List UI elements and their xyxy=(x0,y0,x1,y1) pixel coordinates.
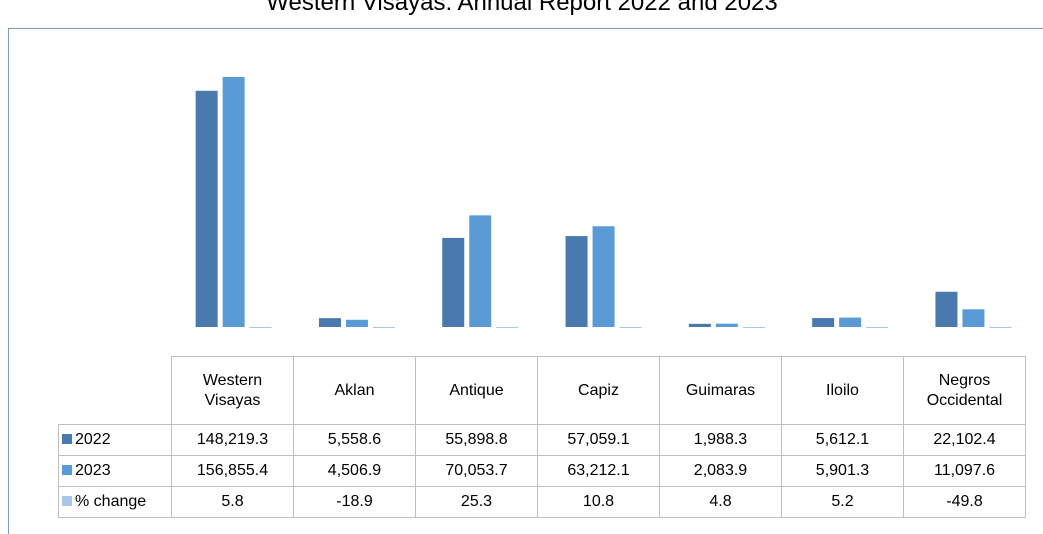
value-cell: 5.2 xyxy=(781,486,904,518)
bar xyxy=(372,327,395,328)
bar xyxy=(715,323,738,327)
series-row: 2023 156,855.4 4,506.9 70,053.7 63,212.1 2,08… xyxy=(58,455,1026,487)
value-cell: 5.8 xyxy=(171,486,294,518)
bar xyxy=(469,215,492,327)
bar xyxy=(619,326,642,328)
value-cell: 10.8 xyxy=(537,486,660,518)
value-cell: 55,898.8 xyxy=(415,424,538,456)
bar xyxy=(592,226,615,327)
data-table: Western Visayas Aklan Antique Capiz Guimaras… xyxy=(58,356,1026,518)
bar xyxy=(195,90,218,327)
bar xyxy=(442,237,465,327)
value-cell: 1,988.3 xyxy=(659,424,782,456)
value-cell: 4.8 xyxy=(659,486,782,518)
legend-cell: 2022 xyxy=(58,424,172,456)
legend-label: 2022 xyxy=(75,431,111,448)
value-cell: 11,097.6 xyxy=(903,455,1026,487)
bar xyxy=(742,326,765,328)
value-cell: 22,102.4 xyxy=(903,424,1026,456)
category-cell: Guimaras xyxy=(659,356,782,425)
bar xyxy=(222,77,245,327)
value-cell: -49.8 xyxy=(903,486,1026,518)
bar xyxy=(565,236,588,327)
header-row: Western Visayas Aklan Antique Capiz Guimaras… xyxy=(59,356,1026,425)
value-cell: -18.9 xyxy=(293,486,416,518)
bar xyxy=(812,318,835,327)
value-cell: 5,901.3 xyxy=(781,455,904,487)
value-cell: 70,053.7 xyxy=(415,455,538,487)
bar xyxy=(318,318,341,327)
value-cell: 148,219.3 xyxy=(171,424,294,456)
bar xyxy=(935,291,958,327)
bar xyxy=(989,327,1012,328)
category-cell: Antique xyxy=(415,356,538,425)
series-row: % change 5.8 -18.9 25.3 10.8 4.8 5.2 -49.8 xyxy=(58,486,1026,518)
value-cell: 4,506.9 xyxy=(293,455,416,487)
value-cell: 156,855.4 xyxy=(171,455,294,487)
chart-title: Western Visayas: Annual Report 2022 and … xyxy=(266,0,777,16)
bar xyxy=(496,326,519,328)
bar xyxy=(839,317,862,327)
legend-swatch xyxy=(62,465,72,475)
value-cell: 25.3 xyxy=(415,486,538,518)
legend-swatch xyxy=(62,496,72,506)
legend-swatch xyxy=(62,434,72,444)
category-cell: Negros Occidental xyxy=(903,356,1026,425)
legend-label: 2023 xyxy=(75,462,111,479)
legend-label: % change xyxy=(75,493,147,510)
bar xyxy=(249,326,272,328)
value-cell: 57,059.1 xyxy=(537,424,660,456)
category-cell: Aklan xyxy=(293,356,416,425)
series-row: 2022 148,219.3 5,558.6 55,898.8 57,059.1 1,98… xyxy=(58,424,1026,456)
category-cell: Iloilo xyxy=(781,356,904,425)
value-cell: 5,558.6 xyxy=(293,424,416,456)
legend-cell: % change xyxy=(58,486,172,518)
bar xyxy=(866,326,889,328)
bar xyxy=(345,319,368,327)
value-cell: 63,212.1 xyxy=(537,455,660,487)
bar xyxy=(688,323,711,327)
legend-cell: 2023 xyxy=(58,455,172,487)
corner-cell xyxy=(59,357,172,425)
bar xyxy=(962,309,985,327)
value-cell: 5,612.1 xyxy=(781,424,904,456)
value-cell: 2,083.9 xyxy=(659,455,782,487)
category-cell: Capiz xyxy=(537,356,660,425)
category-cell: Western Visayas xyxy=(171,356,294,425)
